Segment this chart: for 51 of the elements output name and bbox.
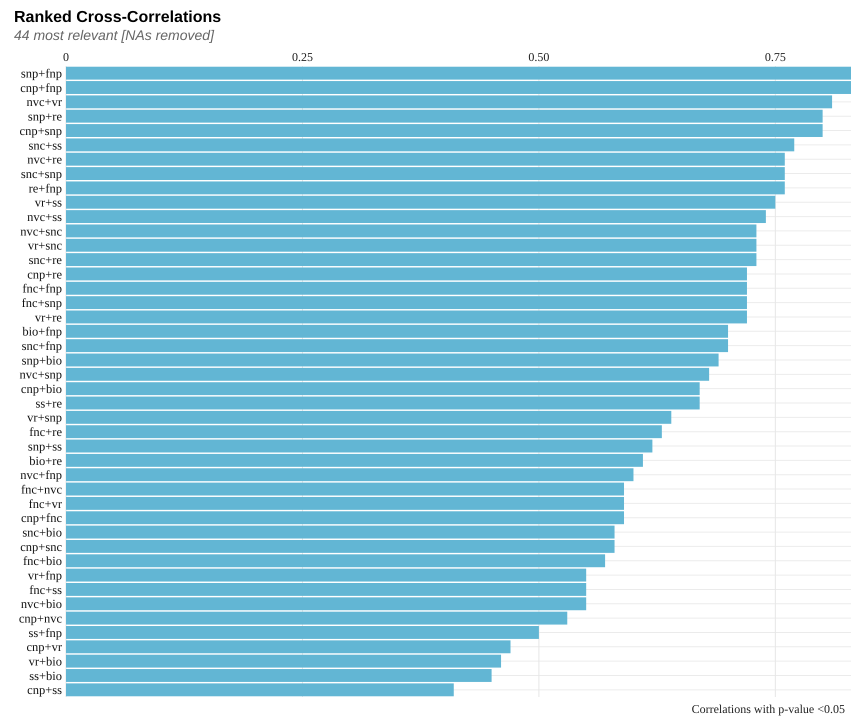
y-tick-label: cnp+bio <box>20 382 62 396</box>
y-tick-label: snc+bio <box>22 525 62 540</box>
chart-title: Ranked Cross-Correlations <box>14 9 222 26</box>
y-tick-label: cnp+fnp <box>20 80 62 95</box>
y-tick-label: nvc+snp <box>20 368 62 382</box>
y-tick-label: nvc+ss <box>27 210 62 224</box>
y-tick-label: cnp+snp <box>20 124 62 138</box>
y-tick-label: fnc+snp <box>22 296 62 310</box>
y-tick-label: vr+snp <box>27 410 62 425</box>
y-tick-label: snc+re <box>28 252 62 267</box>
y-tick-label: ss+bio <box>29 668 62 683</box>
y-tick-label: snc+snp <box>20 166 62 181</box>
x-tick-label: 0.50 <box>528 50 550 64</box>
y-tick-label: vr+ss <box>34 196 62 210</box>
y-tick-label: fnc+vr <box>28 496 63 511</box>
y-tick-label: cnp+vr <box>26 640 63 654</box>
y-tick-label: cnp+ss <box>27 683 62 698</box>
y-tick-label: fnc+bio <box>23 554 62 568</box>
x-tick-label: 0.75 <box>764 50 786 64</box>
y-tick-label: fnc+nvc <box>20 482 62 496</box>
y-tick-label: fnc+re <box>29 425 62 440</box>
y-tick-label: cnp+re <box>27 267 62 282</box>
y-tick-label: nvc+bio <box>20 597 62 612</box>
y-tick-label: snc+ss <box>28 138 62 152</box>
text: Correlations with p-value <0.05 <box>692 702 845 716</box>
y-tick-label: nvc+re <box>27 152 62 167</box>
y-tick-label: snc+fnp <box>22 339 62 354</box>
y-tick-label: fnc+fnp <box>22 282 62 296</box>
y-tick-label: vr+fnp <box>28 568 62 582</box>
y-tick-label: vr+snc <box>28 238 62 253</box>
y-tick-label: nvc+snc <box>20 224 62 238</box>
y-tick-label: ss+re <box>36 396 62 410</box>
y-tick-label: nvc+fnp <box>20 468 62 482</box>
y-tick-label: snp+bio <box>22 353 62 368</box>
x-tick-label: 0.25 <box>292 50 313 64</box>
y-tick-label: bio+fnp <box>22 324 62 339</box>
y-tick-label: re+fnp <box>28 181 62 196</box>
y-tick-label: cnp+snc <box>20 540 62 554</box>
chart-subtitle: 44 most relevant [NAs removed] <box>14 27 216 43</box>
y-tick-label: cnp+fnc <box>20 511 62 526</box>
y-tick-label: snp+fnp <box>20 66 62 81</box>
y-tick-label: bio+re <box>29 454 62 468</box>
y-tick-label: vr+re <box>34 310 62 324</box>
y-tick-label: ss+fnp <box>28 626 62 640</box>
y-tick-label: cnp+nvc <box>18 612 62 626</box>
y-tick-label: snp+ss <box>28 439 62 454</box>
y-tick-label: nvc+vr <box>26 95 63 110</box>
y-tick-label: vr+bio <box>28 654 62 669</box>
y-tick-label: snp+re <box>28 110 62 124</box>
x-tick-label: 0 <box>63 50 69 64</box>
y-tick-label: fnc+ss <box>29 582 62 597</box>
